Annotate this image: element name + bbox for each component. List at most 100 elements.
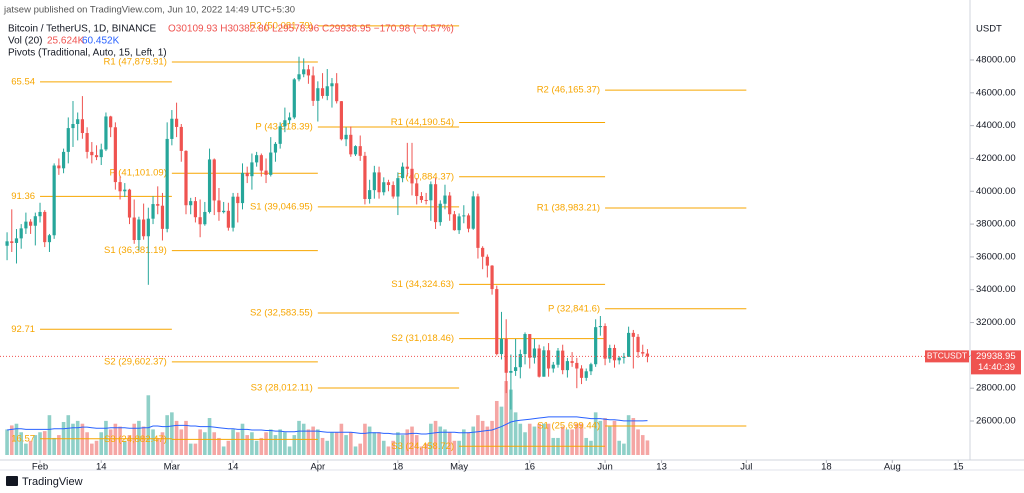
candle-body <box>594 327 598 365</box>
volume-bar <box>94 440 99 455</box>
volume-bar <box>198 429 202 455</box>
candle-body <box>160 205 165 229</box>
y-tick-label: 32000.00 <box>976 317 1016 328</box>
countdown-label: 14:40:39 <box>978 362 1015 373</box>
candle-body <box>156 204 160 206</box>
volume-bar <box>325 440 330 455</box>
candle-body <box>306 69 311 76</box>
candle-body <box>499 338 504 355</box>
volume-bar <box>579 423 584 455</box>
candle-body <box>245 172 249 177</box>
x-tick-label: 16 <box>524 462 535 473</box>
candle-body <box>490 265 494 290</box>
volume-bar <box>226 440 231 455</box>
ohlc: O30109.93 H30382.80 L29578.96 C29938.95 … <box>168 24 454 35</box>
candle-body <box>636 336 640 353</box>
volume-bar <box>19 432 23 455</box>
candle-body <box>170 118 174 139</box>
volume-bar <box>85 432 89 455</box>
brand-name: TradingView <box>22 476 83 488</box>
candle-body <box>66 128 70 152</box>
pivot-label: 16.57 <box>11 433 35 444</box>
volume-bar <box>146 395 151 455</box>
pivot-label: S3 (28,012.11) <box>251 383 313 394</box>
volume-bar <box>386 446 391 455</box>
volume-bar <box>603 418 607 455</box>
volume-bar <box>570 429 574 455</box>
volume-bar <box>113 423 118 455</box>
candle-body <box>377 172 381 193</box>
pivots-legend: Pivots (Traditional, Auto, 15, Left, 1) <box>8 48 167 59</box>
pivot-label: P (43,918.39) <box>255 121 312 132</box>
volume-bar <box>490 420 494 455</box>
volume-ma-value: 60.452K <box>82 36 120 47</box>
volume-bar <box>9 425 14 455</box>
volume-bar <box>38 432 42 455</box>
volume-bar <box>306 429 311 455</box>
brand-logo <box>6 476 18 486</box>
candle-body <box>391 185 395 197</box>
candle-body <box>396 178 400 197</box>
candle-body <box>433 184 438 223</box>
x-tick-label: 14 <box>228 462 239 473</box>
candle-body <box>358 146 362 156</box>
volume-bar <box>607 426 612 455</box>
y-tick-label: 42000.00 <box>976 153 1016 164</box>
candle-body <box>47 235 52 243</box>
volume-bar <box>424 443 428 455</box>
candle-body <box>113 127 117 183</box>
volume-bar <box>221 446 226 455</box>
pivot-label: S1 (36,381.19) <box>104 245 167 256</box>
candle-body <box>542 350 546 377</box>
y-tick-label: 46000.00 <box>976 87 1016 98</box>
candle-body <box>546 350 551 369</box>
volume-bar <box>617 440 621 455</box>
volume-bar <box>66 415 71 455</box>
volume-bar <box>137 420 141 455</box>
y-tick-label: 36000.00 <box>976 251 1016 262</box>
volume-bar <box>5 429 9 455</box>
volume-bar <box>367 426 372 455</box>
candle-body <box>71 123 75 129</box>
candle-body <box>273 143 278 153</box>
volume-bar <box>612 420 617 455</box>
pivot-label: R2 (46,165.37) <box>537 85 600 96</box>
x-tick-label: 18 <box>821 462 832 473</box>
candle-body <box>570 361 574 363</box>
candle-body <box>419 196 424 200</box>
candle-body <box>269 152 273 175</box>
candle-body <box>509 370 513 373</box>
candle-body <box>495 289 499 355</box>
candle-body <box>476 196 480 248</box>
volume-bar <box>499 406 504 455</box>
y-tick-label: 26000.00 <box>976 416 1016 427</box>
volume-bar <box>405 429 410 455</box>
volume-bar <box>466 432 471 455</box>
pivot-label: R1 (38,983.21) <box>537 202 600 213</box>
publisher: jatsew published on TradingView.com, Jun… <box>3 5 295 16</box>
volume-bar <box>542 423 546 455</box>
candle-body <box>466 215 471 229</box>
pivot-label: 65.54 <box>11 76 35 87</box>
x-tick-label: Feb <box>32 462 48 473</box>
candle-body <box>184 150 188 206</box>
volume-bar <box>42 431 47 455</box>
symbol-tag <box>925 350 969 363</box>
candle-body <box>151 204 155 219</box>
volume-bar <box>165 415 169 455</box>
candle-body <box>575 362 579 369</box>
candle-body <box>344 134 348 140</box>
candle-body <box>320 88 325 96</box>
volume-ma-line <box>7 416 648 435</box>
x-tick-label: 15 <box>953 462 964 473</box>
candle-body <box>485 256 489 266</box>
candle-body <box>24 221 28 229</box>
volume-bar <box>75 420 80 455</box>
volume-bar <box>316 429 320 455</box>
candle-body <box>448 195 452 215</box>
volume-bar <box>99 432 104 455</box>
volume-bar <box>447 432 452 455</box>
candle-body <box>481 247 485 257</box>
x-tick-label: Aug <box>884 462 901 473</box>
candle-body <box>193 201 198 218</box>
